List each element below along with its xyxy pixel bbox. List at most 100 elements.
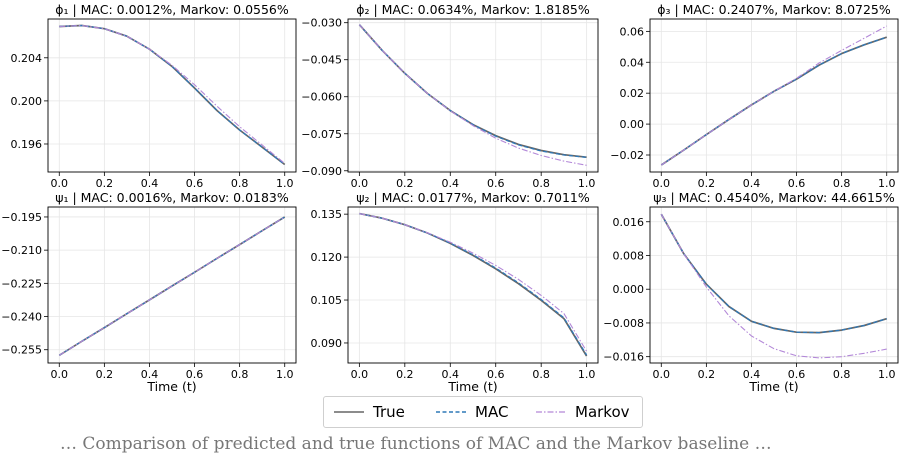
legend-label-true: True	[373, 403, 405, 421]
series-line-markov	[660, 25, 887, 166]
subplot-title: ϕ₁ | MAC: 0.0012%, Markov: 0.0556%	[55, 2, 289, 17]
x-tick-label: 0.8	[532, 177, 550, 190]
legend-item-markov: Markov	[536, 397, 630, 427]
x-tick-label: 0.2	[396, 177, 414, 190]
y-tick-label: 0.105	[311, 294, 343, 307]
x-tick-label: 0.0	[351, 177, 369, 190]
subplot-2: 0.0 0.2 0.4 0.6 0.8 1.0 −0.030 −0.045 −0.060 −0.0…	[301, 2, 599, 190]
y-tick-label: −0.255	[1, 344, 42, 357]
y-tick-label: −0.075	[301, 128, 342, 141]
series-line-markov	[358, 24, 587, 166]
y-tick-label: −0.195	[1, 211, 42, 224]
x-tick-label: 0.0	[653, 368, 671, 381]
subplot-title: ψ₁ | MAC: 0.0016%, Markov: 0.0183%	[55, 190, 289, 205]
subplot-1: 0.0 0.2 0.4 0.6 0.8 1.0 0.196 0.200 0.204 ϕ₁ | MA…	[11, 2, 297, 190]
x-axis-label: Time (t)	[447, 379, 497, 394]
x-tick-label: 0.6	[487, 177, 505, 190]
series-line-mac	[359, 212, 588, 356]
x-tick-label: 1.0	[276, 177, 294, 190]
legend-item-mac: MAC	[436, 397, 508, 427]
series-line-markov	[660, 213, 887, 359]
legend-item-true: True	[334, 397, 405, 427]
y-tick-label: 0.04	[620, 56, 645, 69]
y-tick-label: −0.090	[301, 165, 342, 178]
axes-frame	[649, 18, 899, 173]
x-tick-label: 0.6	[788, 177, 806, 190]
x-tick-label: 0.6	[186, 177, 204, 190]
y-tick-label: −0.02	[610, 149, 644, 162]
x-tick-label: 0.2	[96, 368, 114, 381]
series-line-markov	[359, 213, 588, 352]
y-tick-label: −0.016	[603, 351, 644, 364]
x-tick-label: 0.8	[833, 368, 851, 381]
x-tick-label: 0.2	[698, 368, 716, 381]
series-line-true	[359, 212, 588, 357]
y-tick-label: 0.135	[311, 208, 343, 221]
x-tick-label: 0.4	[442, 368, 460, 381]
x-tick-label: 1.0	[878, 177, 896, 190]
subplot-title: ψ₃ | MAC: 0.4540%, Markov: 44.6615%	[653, 190, 895, 205]
figure-caption: … Comparison of predicted and true funct…	[60, 434, 772, 454]
y-tick-label: 0.06	[620, 25, 645, 38]
x-tick-label: 1.0	[578, 368, 596, 381]
axes-frame	[347, 18, 599, 173]
axes-frame	[347, 206, 599, 364]
x-tick-label: 0.4	[141, 368, 159, 381]
axes-frame	[47, 206, 297, 364]
y-tick-label: −0.030	[301, 17, 342, 30]
legend-swatch-mac	[436, 411, 466, 413]
subplot-4: 0.0 0.2 0.4 0.6 0.8 1.0 −0.195 −0.210 −0.225 −0.2…	[1, 190, 297, 394]
legend-swatch-markov	[536, 411, 566, 413]
x-tick-label: 0.8	[231, 368, 249, 381]
y-tick-label: −0.045	[301, 54, 342, 67]
series-line-true	[660, 213, 887, 334]
y-tick-label: 0.008	[613, 249, 645, 262]
series-line-true	[358, 24, 587, 159]
legend-swatch-true	[334, 411, 364, 413]
y-tick-label: 0.000	[613, 283, 645, 296]
subplot-title: ψ₂ | MAC: 0.0177%, Markov: 0.7011%	[356, 190, 590, 205]
y-tick-label: 0.016	[613, 216, 645, 229]
series-line-mac	[358, 24, 587, 159]
axes-frame	[47, 18, 297, 173]
x-tick-label: 1.0	[578, 177, 596, 190]
y-tick-label: −0.225	[1, 277, 42, 290]
legend: True MAC Markov	[323, 396, 643, 428]
x-tick-label: 0.6	[487, 368, 505, 381]
series-line-markov	[59, 216, 285, 356]
x-tick-label: 0.4	[442, 177, 460, 190]
x-tick-label: 0.6	[788, 368, 806, 381]
x-tick-label: 0.8	[532, 368, 550, 381]
x-tick-label: 0.8	[833, 177, 851, 190]
subplot-title: ϕ₂ | MAC: 0.0634%, Markov: 1.8185%	[356, 2, 590, 17]
x-axis-label: Time (t)	[748, 379, 798, 394]
y-tick-label: 0.200	[11, 95, 43, 108]
x-tick-label: 0.8	[231, 177, 249, 190]
series-line-markov	[59, 24, 286, 164]
x-tick-label: 0.4	[743, 177, 761, 190]
y-tick-label: −0.060	[301, 91, 342, 104]
series-line-mac	[660, 36, 887, 166]
x-tick-label: 1.0	[878, 368, 896, 381]
y-tick-label: 0.196	[11, 138, 43, 151]
x-tick-label: 0.2	[96, 177, 114, 190]
x-tick-label: 0.0	[351, 368, 369, 381]
y-tick-label: 0.204	[11, 52, 43, 65]
y-tick-label: −0.240	[1, 311, 42, 324]
subplot-6: 0.0 0.2 0.4 0.6 0.8 1.0 0.016 0.008 0.000 −0.008 −…	[603, 190, 899, 394]
x-tick-label: 1.0	[276, 368, 294, 381]
x-tick-label: 0.0	[653, 177, 671, 190]
y-tick-label: 0.02	[620, 87, 645, 100]
legend-label-markov: Markov	[575, 403, 630, 421]
x-axis-label: Time (t)	[146, 379, 196, 394]
y-tick-label: −0.008	[603, 317, 644, 330]
x-tick-label: 0.6	[186, 368, 204, 381]
y-tick-label: 0.00	[620, 118, 645, 131]
x-tick-label: 0.0	[51, 177, 69, 190]
x-tick-label: 0.2	[698, 177, 716, 190]
axes-frame	[649, 206, 899, 364]
series-line-true	[660, 36, 887, 166]
x-tick-label: 0.2	[396, 368, 414, 381]
y-tick-label: 0.090	[311, 337, 343, 350]
subplot-5: 0.0 0.2 0.4 0.6 0.8 1.0 0.135 0.120 0.105 0.090 ψ₂…	[311, 190, 599, 394]
